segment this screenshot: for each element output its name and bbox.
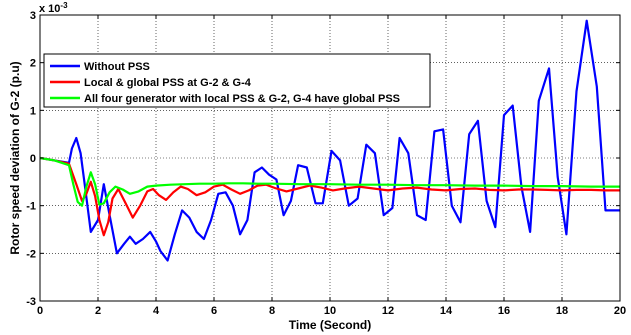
legend: Without PSS Local & global PSS at G-2 & G… bbox=[43, 53, 431, 108]
x-tick-label: 4 bbox=[153, 305, 160, 317]
legend-label-2: Local & global PSS at G-2 & G-4 bbox=[84, 77, 252, 89]
y-exponent-label: x 10-3 bbox=[39, 1, 68, 15]
y-tick-label: -1 bbox=[26, 201, 36, 213]
x-tick-label: 10 bbox=[324, 305, 336, 317]
series-line-3 bbox=[39, 156, 620, 207]
x-tick-label: 8 bbox=[269, 305, 275, 317]
x-tick-label: 18 bbox=[556, 305, 568, 317]
y-tick-label: 1 bbox=[30, 105, 36, 117]
series-line-2 bbox=[39, 156, 620, 237]
y-tick-label: -3 bbox=[26, 296, 36, 308]
series-layer bbox=[39, 19, 620, 262]
y-tick-label: 2 bbox=[30, 58, 36, 70]
x-tick-label: 0 bbox=[37, 305, 43, 317]
x-tick-label: 12 bbox=[382, 305, 394, 317]
legend-label-3: All four generator with local PSS & G-2,… bbox=[84, 93, 400, 105]
y-tick-label: -2 bbox=[26, 248, 36, 260]
legend-label-1: Without PSS bbox=[84, 61, 150, 73]
x-tick-label: 2 bbox=[95, 305, 101, 317]
x-tick-label: 14 bbox=[440, 305, 453, 317]
y-tick-label: 0 bbox=[30, 153, 36, 165]
series-line-1 bbox=[39, 19, 620, 262]
x-tick-label: 16 bbox=[498, 305, 510, 317]
y-axis-label: Rotor speed deviation of G-2 (p.u) bbox=[8, 61, 22, 254]
x-tick-label: 6 bbox=[211, 305, 217, 317]
x-axis-label: Time (Second) bbox=[289, 318, 371, 332]
y-tick-label: 3 bbox=[30, 10, 36, 22]
x-tick-label: 20 bbox=[614, 305, 626, 317]
legend-box bbox=[43, 53, 431, 108]
